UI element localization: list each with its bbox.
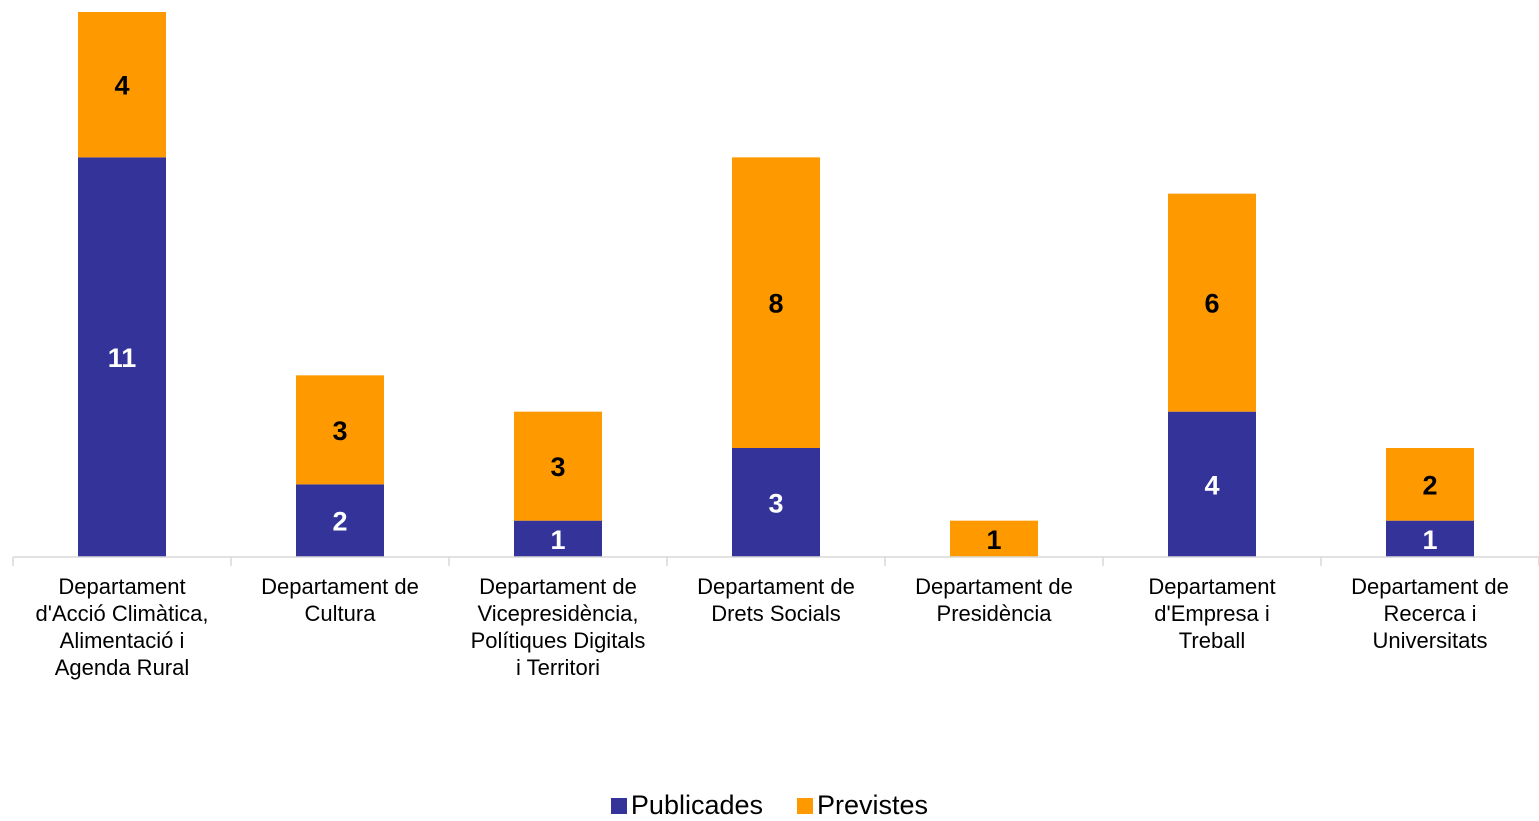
x-tick-label-2: Departament de Vicepresidència, Polítiques… — [448, 573, 668, 681]
x-tick-label-line: Universitats — [1372, 628, 1488, 653]
data-label-previstes-2: 3 — [550, 452, 565, 482]
data-label-publicades-2: 1 — [550, 525, 565, 555]
legend-item-previstes: Previstes — [797, 790, 928, 821]
x-tick-label-line: i Territori — [516, 655, 600, 680]
data-label-previstes-3: 8 — [768, 289, 783, 319]
legend-item-publicades: Publicades — [610, 790, 764, 821]
x-tick-label-6: Departament de Recerca i Universitats — [1320, 573, 1539, 654]
x-tick-label-line: Agenda Rural — [54, 655, 190, 680]
data-label-previstes-0: 4 — [114, 71, 129, 101]
x-tick-label-line: Treball — [1178, 628, 1246, 653]
x-tick-label-line: d'Empresa i — [1154, 601, 1270, 626]
bar-publicades-5 — [1168, 411, 1256, 557]
data-label-previstes-1: 3 — [332, 416, 347, 446]
x-tick-label-4: Departament de Presidència — [884, 573, 1104, 627]
bar-previstes-1 — [296, 375, 384, 485]
bar-previstes-6 — [1386, 448, 1474, 521]
bars-group — [78, 12, 1474, 558]
x-tick-label-3: Departament de Drets Socials — [666, 573, 886, 627]
bar-publicades-0 — [78, 157, 166, 558]
bar-publicades-3 — [732, 448, 820, 557]
x-tick-label-line: Presidència — [936, 601, 1052, 626]
bar-publicades-2 — [514, 520, 602, 557]
x-tick-label-line: Departament de — [261, 574, 419, 599]
bar-previstes-0 — [78, 12, 166, 158]
legend-label: Publicades — [630, 790, 764, 820]
bar-previstes-3 — [732, 157, 820, 449]
x-tick-label-line: d'Acció Climàtica, — [35, 601, 209, 626]
x-axis — [12, 556, 1539, 566]
data-label-publicades-3: 3 — [768, 489, 783, 519]
x-tick-label-line: Departament de — [479, 574, 637, 599]
x-tick-label-line: Departament — [58, 574, 186, 599]
legend-swatch — [797, 797, 814, 814]
data-label-publicades-1: 2 — [332, 507, 347, 537]
x-tick-label-line: Recerca i — [1383, 601, 1477, 626]
x-tick-label-line: Departament — [1148, 574, 1276, 599]
x-tick-label-line: Polítiques Digitals — [470, 628, 646, 653]
x-tick-label-line: Departament de — [915, 574, 1073, 599]
x-tick-label-line: Cultura — [304, 601, 376, 626]
x-tick-label-0: Departament d'Acció Climàtica, Alimentació… — [12, 573, 232, 681]
bar-publicades-6 — [1386, 520, 1474, 557]
bar-previstes-4 — [950, 520, 1038, 557]
data-label-publicades-0: 11 — [108, 343, 137, 373]
bar-previstes-5 — [1168, 193, 1256, 412]
x-tick-label-line: Departament de — [1351, 574, 1509, 599]
legend-label: Previstes — [817, 790, 929, 820]
data-label-publicades-6: 1 — [1422, 525, 1437, 555]
data-label-previstes-5: 6 — [1204, 289, 1219, 319]
data-label-previstes-4: 1 — [986, 525, 1001, 555]
data-label-previstes-6: 2 — [1422, 470, 1437, 500]
x-tick-label-1: Departament de Cultura — [230, 573, 450, 627]
legend-swatch — [610, 797, 627, 814]
x-tick-label-line: Drets Socials — [711, 601, 841, 626]
x-tick-label-line: Departament de — [697, 574, 855, 599]
bar-publicades-1 — [296, 484, 384, 557]
data-labels-group: 11 4 2 3 1 3 3 8 1 4 6 1 2 — [108, 71, 1438, 555]
x-tick-label-5: Departament d'Empresa i Treball — [1102, 573, 1322, 654]
legend: Publicades Previstes — [0, 790, 1539, 821]
data-label-publicades-5: 4 — [1204, 470, 1219, 500]
bar-previstes-2 — [514, 411, 602, 521]
x-tick-label-line: Alimentació i — [59, 628, 185, 653]
x-tick-label-line: Vicepresidència, — [477, 601, 639, 626]
